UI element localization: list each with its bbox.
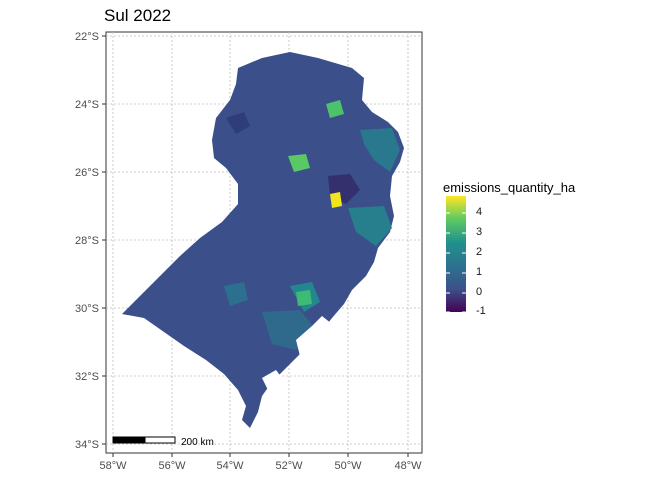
legend-label: 3 xyxy=(476,226,483,238)
x-tick-label: 56°W xyxy=(158,460,186,472)
legend-label: 1 xyxy=(476,266,483,278)
x-tick-label: 48°W xyxy=(394,460,422,472)
y-tick-label: 30°S xyxy=(75,303,99,315)
y-tick-label: 34°S xyxy=(75,439,99,451)
y-tick-label: 28°S xyxy=(75,235,99,247)
area-yellow xyxy=(330,192,342,208)
y-tick-label: 32°S xyxy=(75,371,99,383)
legend-label: -1 xyxy=(476,305,486,317)
area-green-1 xyxy=(326,100,344,118)
scale-bar: 200 km xyxy=(112,436,214,448)
map-title: Sul 2022 xyxy=(104,6,172,25)
x-axis: 58°W 56°W 54°W 52°W 50°W 48°W xyxy=(99,453,422,472)
legend-colorbar xyxy=(446,196,466,312)
area-green-3 xyxy=(296,290,312,306)
y-tick-label: 24°S xyxy=(75,99,99,111)
y-axis: 22°S 24°S 26°S 28°S 30°S 32°S 34°S xyxy=(75,31,106,451)
area-teal-southeast xyxy=(348,206,392,246)
area-teal-west xyxy=(224,282,248,306)
y-tick-label: 26°S xyxy=(75,167,99,179)
x-tick-label: 50°W xyxy=(334,460,362,472)
legend-label: 4 xyxy=(476,206,483,218)
area-dark-north xyxy=(226,112,250,134)
legend-label: 2 xyxy=(476,246,483,258)
scale-bar-label: 200 km xyxy=(181,437,214,448)
area-lagoon-south xyxy=(262,370,282,390)
scale-bar-black xyxy=(112,436,146,444)
x-tick-label: 52°W xyxy=(275,460,303,472)
region-sul xyxy=(122,52,404,428)
area-teal-east xyxy=(360,128,400,172)
scale-bar-white xyxy=(144,436,176,444)
legend-label: 0 xyxy=(476,286,483,298)
area-green-2 xyxy=(288,154,310,172)
x-tick-label: 54°W xyxy=(216,460,244,472)
area-lagoon xyxy=(296,316,332,356)
y-tick-label: 22°S xyxy=(75,31,99,43)
x-tick-label: 58°W xyxy=(99,460,127,472)
choropleth-areas xyxy=(224,100,400,390)
legend-title: emissions_quantity_ha xyxy=(443,180,576,195)
